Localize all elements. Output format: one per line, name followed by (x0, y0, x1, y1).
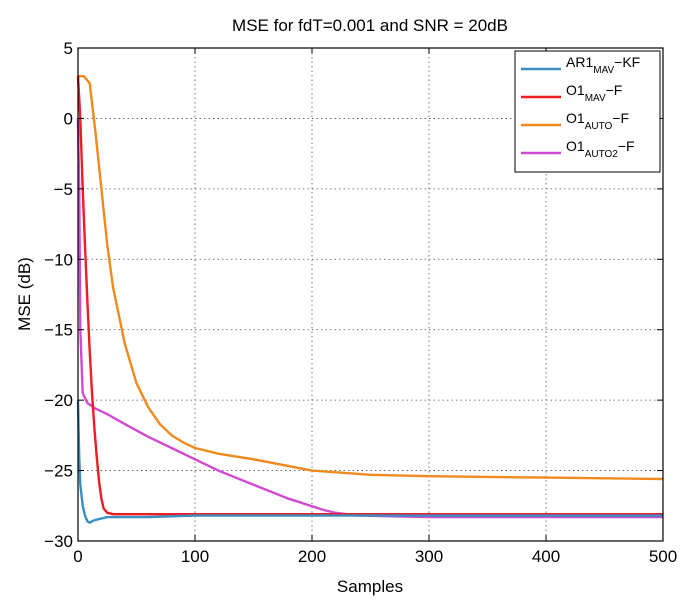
x-tick-label: 200 (298, 547, 326, 566)
legend: AR1MAV−KF O1MAV−F O1AUTO−F O1AUTO2−F (514, 50, 661, 173)
axis-ticks: 0 100 200 300 400 500 5 0 −5 −10 −15 −20 −25 −30 (44, 39, 677, 566)
y-tick-label: −15 (44, 321, 73, 340)
x-tick-label: 400 (532, 547, 560, 566)
series-line-3 (78, 74, 664, 481)
y-tick-label: −25 (44, 462, 73, 481)
y-tick-label: −30 (44, 532, 73, 551)
legend-entry-label: O1MAV−F (566, 82, 622, 104)
legend-entry-label: AR1MAV−KF (566, 54, 640, 76)
x-tick-label: 300 (415, 547, 443, 566)
y-tick-label: −10 (44, 250, 73, 269)
x-tick-label: 100 (181, 547, 209, 566)
series-lines (76, 74, 664, 524)
y-axis-label: MSE (dB) (15, 257, 34, 331)
series-line-1 (76, 400, 663, 524)
chart-title: MSE for fdT=0.001 and SNR = 20dB (232, 16, 508, 35)
x-axis-label: Samples (337, 577, 403, 596)
legend-entry-label: O1AUTO−F (566, 110, 629, 132)
y-tick-label: 0 (64, 109, 73, 128)
x-tick-label: 0 (73, 547, 82, 566)
y-tick-label: 5 (64, 39, 73, 58)
series-line-2 (76, 76, 663, 516)
y-tick-label: −5 (54, 180, 73, 199)
x-tick-label: 500 (649, 547, 677, 566)
plot-frame (77, 47, 664, 542)
legend-entry-label: O1AUTO2−F (566, 138, 635, 160)
y-tick-label: −20 (44, 391, 73, 410)
